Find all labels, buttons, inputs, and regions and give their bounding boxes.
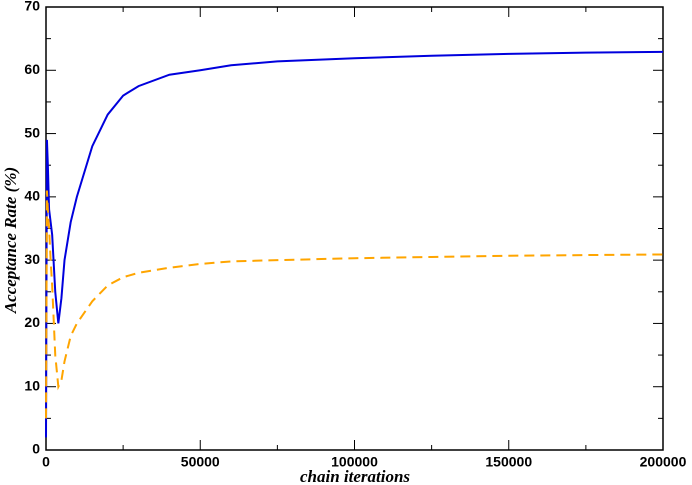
x-tick-label: 50000 xyxy=(181,454,220,470)
plot-frame xyxy=(45,6,664,451)
y-tick-label: 20 xyxy=(24,314,40,330)
y-tick-label: 60 xyxy=(24,61,40,77)
y-tick-label: 0 xyxy=(32,441,40,457)
y-axis-label: Acceptance Rate (%) xyxy=(1,167,20,314)
x-axis-label: chain iterations xyxy=(300,467,410,485)
y-tick-label: 30 xyxy=(24,251,40,267)
y-tick-label: 40 xyxy=(24,188,40,204)
x-tick-label: 100000 xyxy=(331,454,378,470)
y-tick-label: 70 xyxy=(24,0,40,14)
y-tick-label: 50 xyxy=(24,124,40,140)
series-line xyxy=(45,190,664,419)
x-tick-label: 200000 xyxy=(640,454,687,470)
y-tick-label: 10 xyxy=(24,377,40,393)
x-tick-label: 150000 xyxy=(485,454,532,470)
series-line xyxy=(45,50,664,438)
x-tick-label: 0 xyxy=(42,454,50,470)
